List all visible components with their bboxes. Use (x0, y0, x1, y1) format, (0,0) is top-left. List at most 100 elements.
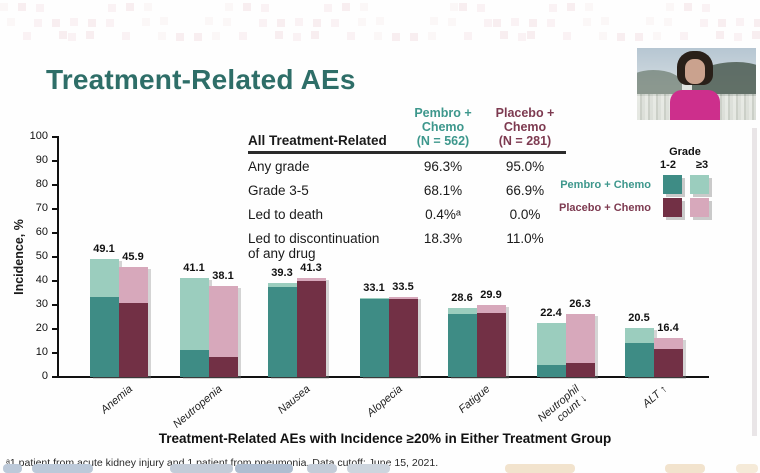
row-label: Led to death (248, 207, 324, 223)
mosaic-square (176, 33, 184, 41)
legend-swatch-grade-1-2 (663, 198, 682, 217)
legend-swatch-grade-ge3 (690, 175, 709, 194)
mosaic-square (126, 3, 134, 11)
mosaic-square (734, 33, 742, 41)
y-axis-line (57, 136, 59, 378)
segment-grade-1-2 (625, 343, 654, 377)
mosaic-square (88, 19, 96, 27)
mosaic-square (684, 3, 692, 11)
y-tick-mark (52, 280, 57, 282)
table-header-placebo: Placebo + Chemo (N = 281) (495, 106, 555, 148)
pembro-value: 68.1% (423, 183, 463, 199)
bar-value-label: 41.1 (183, 262, 205, 275)
legend-label: Placebo + Chemo (558, 201, 651, 214)
window-edge-strip (752, 128, 757, 436)
segment-grade-ge3 (209, 285, 238, 357)
bar-placebo-neutrophil[interactable] (566, 313, 595, 377)
legend-grade-columns: 1-2 ≥3 (651, 159, 719, 171)
bar-placebo-fatigue[interactable] (477, 305, 506, 377)
bar-pembro-alt ↑[interactable] (625, 327, 654, 377)
mosaic-square (464, 32, 472, 40)
y-tick-label: 0 (41, 370, 48, 382)
mosaic-square (477, 4, 485, 12)
mosaic-square (567, 3, 575, 11)
segment-grade-ge3 (448, 308, 477, 315)
mosaic-square (311, 31, 319, 39)
mosaic-square (392, 33, 400, 41)
mosaic-square (459, 3, 467, 11)
mosaic-square (59, 31, 67, 39)
mosaic-square (324, 4, 332, 12)
placebo-value: 0.0% (509, 207, 541, 223)
y-tick-label: 40 (35, 274, 48, 286)
mosaic-square (500, 31, 508, 39)
y-tick-mark (52, 304, 57, 306)
table-header-row: All Treatment-Related Pembro + Chemo (N … (248, 106, 566, 154)
mosaic-square (293, 33, 301, 41)
segment-grade-1-2 (389, 298, 418, 377)
bar-pembro-nausea[interactable] (268, 282, 297, 377)
segment-grade-ge3 (268, 282, 297, 287)
bar-value-label: 26.3 (569, 297, 591, 310)
bar-value-label: 22.4 (540, 307, 562, 320)
mosaic-square (680, 32, 688, 40)
bar-pembro-neutrophil[interactable] (537, 323, 566, 377)
mosaic-square (376, 17, 384, 25)
mosaic-square (70, 18, 78, 26)
segment-grade-ge3 (537, 323, 566, 365)
pembro-value: 0.4%ᵃ (425, 207, 461, 223)
bar-value-label: 28.6 (451, 292, 473, 305)
y-tick-label: 50 (35, 250, 48, 262)
mosaic-square (239, 32, 247, 40)
pembro-value: 96.3% (423, 159, 463, 174)
table-header-pembro: Pembro + Chemo (N = 562) (414, 106, 472, 148)
mosaic-square (295, 18, 303, 26)
segment-grade-1-2 (537, 364, 566, 377)
bar-value-label: 49.1 (93, 243, 115, 256)
ae-summary-table: All Treatment-Related Pembro + Chemo (N … (248, 106, 566, 266)
mosaic-square (448, 18, 456, 26)
bar-value-label: 41.3 (300, 261, 322, 274)
x-category-label: Alopecia (364, 383, 405, 420)
bar-pembro-neutropenia[interactable] (180, 278, 209, 377)
placebo-value: 66.9% (505, 183, 545, 199)
window-fragment (3, 464, 22, 473)
mosaic-square (664, 18, 672, 26)
bar-value-label: 20.5 (628, 311, 650, 324)
mosaic-square (702, 4, 710, 12)
bar-placebo-neutropenia[interactable] (209, 285, 238, 377)
mosaic-square (331, 19, 339, 27)
bar-pembro-fatigue[interactable] (448, 308, 477, 377)
y-tick-label: 20 (35, 322, 48, 334)
window-fragment (32, 464, 93, 473)
mosaic-square (18, 3, 26, 11)
mosaic-square (599, 32, 607, 40)
mosaic-square (36, 4, 44, 12)
mosaic-square (275, 31, 283, 39)
window-fragment (347, 464, 390, 473)
mosaic-square (585, 3, 593, 11)
mosaic-square (518, 33, 526, 41)
webcam-video[interactable] (637, 48, 756, 120)
mosaic-square (7, 18, 15, 26)
mosaic-square (23, 32, 31, 40)
segment-grade-ge3 (389, 296, 418, 299)
bar-placebo-alopecia[interactable] (389, 296, 418, 377)
mosaic-square (158, 32, 166, 40)
mosaic-square (736, 18, 744, 26)
page-title: Treatment-Related AEs (46, 64, 356, 95)
window-fragment (170, 464, 233, 473)
x-category-label: Nausea (275, 383, 313, 417)
y-tick-mark (52, 328, 57, 330)
bar-pembro-anemia[interactable] (90, 259, 119, 377)
bar-placebo-alt ↑[interactable] (654, 337, 683, 377)
segment-grade-ge3 (477, 305, 506, 314)
bar-pembro-alopecia[interactable] (360, 297, 389, 377)
x-axis-title: Treatment-Related AEs with Incidence ≥20… (158, 431, 612, 446)
bar-placebo-anemia[interactable] (119, 266, 148, 377)
bar-placebo-nausea[interactable] (297, 277, 326, 377)
legend-label: Pembro + Chemo (560, 178, 651, 191)
mosaic-square (106, 19, 114, 27)
bar-value-label: 16.4 (657, 321, 679, 334)
